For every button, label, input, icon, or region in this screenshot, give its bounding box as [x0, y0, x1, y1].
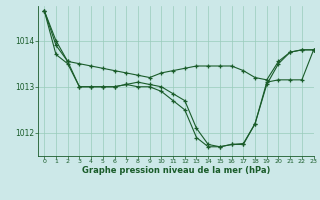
X-axis label: Graphe pression niveau de la mer (hPa): Graphe pression niveau de la mer (hPa) — [82, 166, 270, 175]
